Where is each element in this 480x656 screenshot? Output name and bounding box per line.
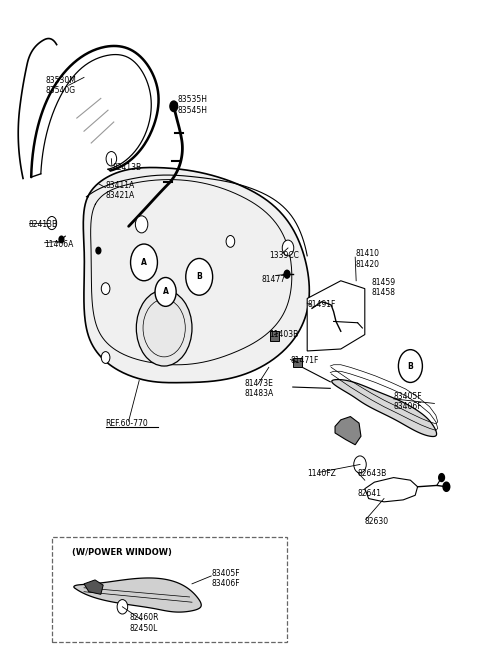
Circle shape	[120, 603, 125, 611]
Polygon shape	[332, 380, 437, 436]
Circle shape	[131, 244, 157, 281]
Text: 82413B: 82413B	[113, 163, 142, 172]
Circle shape	[357, 460, 363, 469]
Polygon shape	[270, 331, 279, 341]
Text: 82630: 82630	[365, 517, 389, 526]
Circle shape	[136, 290, 192, 366]
Circle shape	[170, 101, 178, 112]
Circle shape	[101, 352, 110, 363]
Circle shape	[47, 216, 57, 230]
Text: 81491F: 81491F	[307, 300, 336, 309]
Text: A: A	[141, 258, 147, 267]
Text: 83530M
83540G: 83530M 83540G	[46, 75, 76, 95]
Text: 11406A: 11406A	[45, 239, 74, 249]
Circle shape	[155, 277, 176, 306]
Circle shape	[138, 219, 145, 230]
Text: 11403B: 11403B	[269, 330, 298, 339]
Circle shape	[439, 474, 444, 482]
Text: 83535H
83545H: 83535H 83545H	[178, 95, 207, 115]
Circle shape	[135, 216, 148, 233]
Text: 83405F
83406F: 83405F 83406F	[394, 392, 422, 411]
Text: 81459
81458: 81459 81458	[372, 277, 396, 297]
Circle shape	[106, 152, 117, 166]
Text: 82460R
82450L: 82460R 82450L	[130, 613, 159, 633]
Polygon shape	[84, 167, 309, 382]
Text: B: B	[196, 272, 202, 281]
Circle shape	[96, 247, 101, 254]
Text: 81471F: 81471F	[290, 356, 319, 365]
Polygon shape	[293, 358, 302, 367]
Polygon shape	[307, 281, 365, 351]
Circle shape	[354, 456, 366, 473]
Polygon shape	[31, 46, 158, 177]
Circle shape	[398, 350, 422, 382]
Text: 1339CC: 1339CC	[269, 251, 299, 260]
Circle shape	[284, 270, 290, 278]
Text: 81410
81420: 81410 81420	[355, 249, 379, 269]
Circle shape	[282, 240, 294, 256]
Text: A: A	[163, 287, 168, 297]
Text: 81473E
81483A: 81473E 81483A	[245, 379, 274, 398]
Circle shape	[226, 236, 235, 247]
Text: 82641: 82641	[358, 489, 382, 498]
Circle shape	[101, 283, 110, 295]
Circle shape	[59, 236, 64, 243]
Circle shape	[49, 220, 54, 226]
Circle shape	[108, 155, 114, 163]
Text: 81477: 81477	[262, 275, 286, 284]
Text: REF.60-770: REF.60-770	[106, 419, 148, 428]
Text: 1140FZ: 1140FZ	[307, 469, 336, 478]
Circle shape	[117, 600, 128, 614]
Circle shape	[443, 482, 450, 491]
Text: 83405F
83406F: 83405F 83406F	[211, 569, 240, 588]
Polygon shape	[74, 578, 201, 612]
Polygon shape	[84, 580, 103, 594]
Text: (W/POWER WINDOW): (W/POWER WINDOW)	[72, 548, 172, 557]
Circle shape	[285, 243, 291, 253]
Polygon shape	[335, 417, 361, 445]
Text: 83411A
83421A: 83411A 83421A	[106, 180, 135, 200]
Text: 82413B: 82413B	[29, 220, 58, 229]
Text: B: B	[408, 361, 413, 371]
Circle shape	[186, 258, 213, 295]
Text: 82643B: 82643B	[358, 469, 387, 478]
Bar	[52, 537, 287, 642]
Polygon shape	[365, 478, 418, 502]
